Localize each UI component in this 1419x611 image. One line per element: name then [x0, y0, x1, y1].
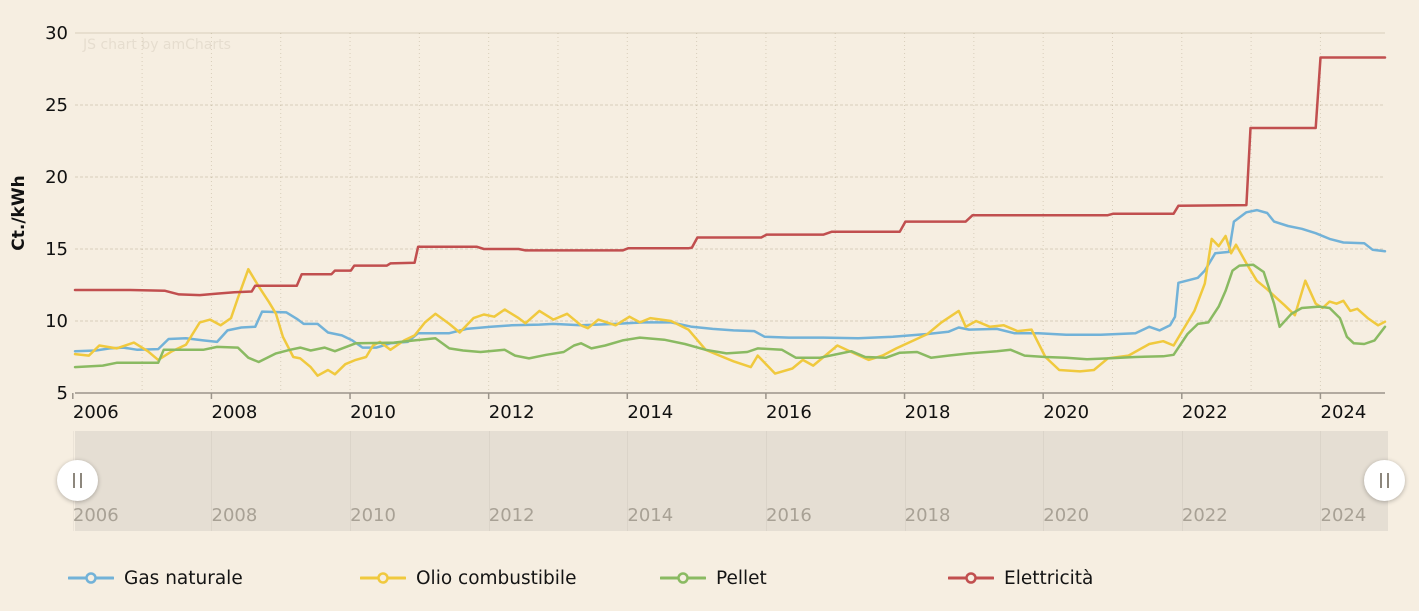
legend-marker-icon — [360, 572, 406, 584]
y-axis-label: 30 — [45, 23, 68, 44]
scrollbar-year-label: 2012 — [488, 505, 535, 526]
scrollbar-year-label: 2024 — [1320, 505, 1367, 526]
x-axis-label: 2010 — [350, 402, 396, 423]
scrollbar-year-label: 2006 — [72, 505, 119, 526]
scrollbar-gridline — [904, 431, 906, 531]
y-axis-title: Ct./kWh — [9, 175, 29, 250]
legend-item-elettricita[interactable]: Elettricità — [948, 560, 1093, 596]
x-axis-label: 2022 — [1182, 402, 1228, 423]
zoom-scrollbar[interactable]: 2006 2008 2010 2012 2014 2016 2018 2020 2022 2024 — [72, 431, 1388, 531]
y-axis-label: 20 — [45, 167, 68, 188]
x-axis-label: 2006 — [73, 402, 119, 423]
scrollbar-year-label: 2010 — [350, 505, 396, 526]
scrollbar-left-grip[interactable] — [57, 460, 98, 501]
legend-marker-icon — [660, 572, 706, 584]
y-axis-label: 15 — [45, 239, 68, 260]
scrollbar-gridline — [1043, 431, 1045, 531]
y-axis-label: 25 — [45, 95, 68, 116]
y-axis-label: 10 — [45, 311, 68, 332]
legend-marker-icon — [948, 572, 994, 584]
x-axis-label: 2024 — [1321, 402, 1367, 423]
scrollbar-gridline — [488, 431, 490, 531]
scrollbar-gridline — [1181, 431, 1183, 531]
x-axis-label: 2008 — [212, 402, 258, 423]
legend-item-olio-combustibile[interactable]: Olio combustibile — [360, 560, 576, 596]
grip-bars-icon — [73, 473, 82, 488]
amcharts-watermark: JS chart by amCharts — [82, 37, 231, 53]
scrollbar-year-label: 2014 — [627, 505, 674, 526]
scrollbar-gridline — [211, 431, 213, 531]
legend-item-pellet[interactable]: Pellet — [660, 560, 767, 596]
scrollbar-gridline — [765, 431, 767, 531]
legend-label: Olio combustibile — [416, 567, 577, 589]
x-axis-label: 2018 — [905, 402, 951, 423]
legend-label: Pellet — [716, 567, 767, 589]
x-axis-label: 2012 — [489, 402, 535, 423]
scrollbar-gridline — [1320, 431, 1322, 531]
x-axis-label: 2016 — [766, 402, 812, 423]
legend-label: Gas naturale — [124, 567, 243, 589]
series-line-gas-naturale — [73, 208, 1387, 353]
scrollbar-gridline — [350, 431, 352, 531]
scrollbar-year-label: 2018 — [904, 505, 951, 526]
scrollbar-gridline — [627, 431, 629, 531]
legend-label: Elettricità — [1004, 567, 1094, 589]
y-axis-label: 5 — [57, 383, 68, 404]
legend-item-gas-naturale[interactable]: Gas naturale — [68, 560, 243, 596]
x-axis-label: 2014 — [627, 402, 673, 423]
scrollbar-year-label: 2008 — [211, 505, 258, 526]
legend: Gas naturale Olio combustibile Pellet El… — [0, 560, 1419, 604]
series-line-elettricit- — [73, 56, 1387, 297]
series-line-pellet — [73, 263, 1387, 369]
x-axis-label: 2020 — [1043, 402, 1089, 423]
scrollbar-right-grip[interactable] — [1364, 460, 1405, 501]
scrollbar-year-label: 2020 — [1043, 505, 1090, 526]
grip-bars-icon — [1380, 473, 1389, 488]
scrollbar-year-label: 2016 — [766, 505, 812, 526]
scrollbar-year-label: 2022 — [1181, 505, 1228, 526]
legend-marker-icon — [68, 572, 114, 584]
